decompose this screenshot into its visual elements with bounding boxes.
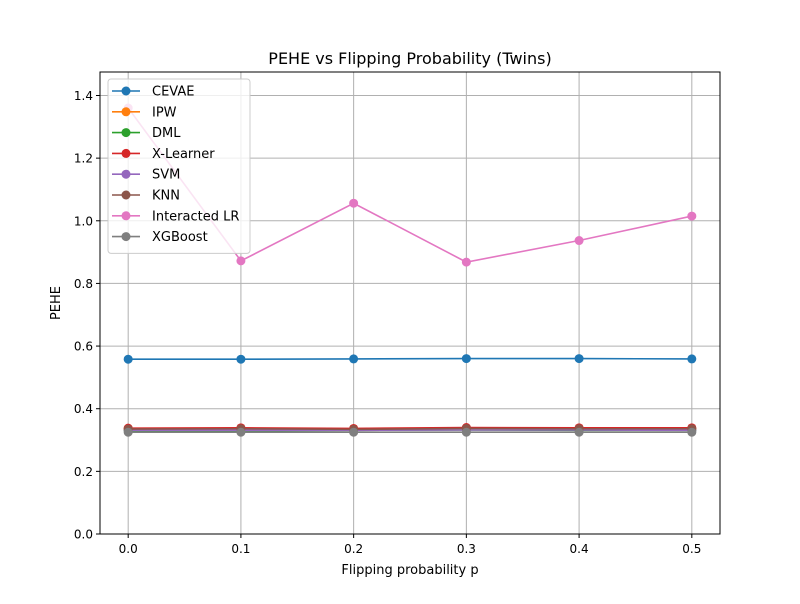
data-point-interacted-lr xyxy=(236,256,245,265)
legend-marker-cevae xyxy=(122,87,131,96)
y-tick-label: 1.4 xyxy=(74,89,93,103)
data-point-xgboost xyxy=(462,428,471,437)
chart-title: PEHE vs Flipping Probability (Twins) xyxy=(268,49,551,68)
data-point-interacted-lr xyxy=(462,258,471,267)
y-tick-label: 0.0 xyxy=(74,528,93,542)
legend-marker-ipw xyxy=(122,107,131,116)
data-point-xgboost xyxy=(575,428,584,437)
data-point-interacted-lr xyxy=(575,236,584,245)
data-point-xgboost xyxy=(124,428,133,437)
x-axis-label: Flipping probability p xyxy=(341,563,478,578)
data-point-xgboost xyxy=(687,428,696,437)
legend-marker-dml xyxy=(122,128,131,137)
legend-label-svm: SVM xyxy=(152,168,180,183)
legend-box xyxy=(108,79,250,253)
x-tick-label: 0.1 xyxy=(231,542,250,556)
legend-label-interacted-lr: Interacted LR xyxy=(152,209,239,224)
y-tick-label: 1.0 xyxy=(74,214,93,228)
data-point-cevae xyxy=(462,354,471,363)
legend-marker-interacted-lr xyxy=(122,211,131,220)
legend-label-dml: DML xyxy=(152,126,181,141)
y-tick-label: 0.2 xyxy=(74,465,93,479)
x-tick-label: 0.0 xyxy=(119,542,138,556)
data-point-cevae xyxy=(349,354,358,363)
series-line-knn xyxy=(128,428,692,429)
data-point-interacted-lr xyxy=(687,212,696,221)
y-tick-label: 0.8 xyxy=(74,277,93,291)
legend-label-xgboost: XGBoost xyxy=(152,230,208,245)
legend-marker-x-learner xyxy=(122,149,131,158)
y-axis-label: PEHE xyxy=(49,286,64,320)
legend-marker-xgboost xyxy=(122,232,131,241)
x-tick-label: 0.2 xyxy=(344,542,363,556)
legend: CEVAE IPW DML X-Learner SVM KNN Interacted LR X… xyxy=(108,79,250,253)
legend-label-ipw: IPW xyxy=(152,105,177,120)
legend-marker-knn xyxy=(122,191,131,200)
data-point-xgboost xyxy=(349,428,358,437)
data-point-cevae xyxy=(236,355,245,364)
legend-label-knn: KNN xyxy=(152,189,180,204)
y-tick-label: 1.2 xyxy=(74,152,93,166)
data-point-cevae xyxy=(575,354,584,363)
data-point-cevae xyxy=(687,354,696,363)
x-tick-label: 0.5 xyxy=(682,542,701,556)
data-point-xgboost xyxy=(236,428,245,437)
y-tick-label: 0.4 xyxy=(74,402,93,416)
y-tick-label: 0.6 xyxy=(74,340,93,354)
legend-label-cevae: CEVAE xyxy=(152,85,194,100)
x-tick-label: 0.4 xyxy=(570,542,589,556)
legend-marker-svm xyxy=(122,170,131,179)
legend-label-x-learner: X-Learner xyxy=(152,147,215,162)
data-point-cevae xyxy=(124,355,133,364)
x-tick-label: 0.3 xyxy=(457,542,476,556)
series-line-cevae xyxy=(128,359,692,360)
data-point-interacted-lr xyxy=(349,199,358,208)
